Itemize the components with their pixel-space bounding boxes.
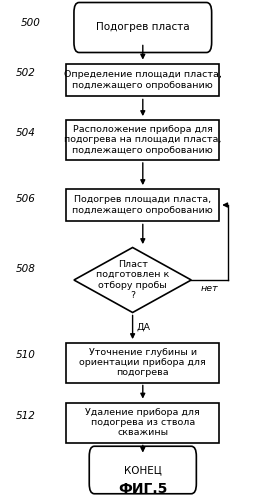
Bar: [66, 188, 218, 221]
Bar: [66, 120, 218, 160]
Text: 500: 500: [21, 18, 40, 28]
Text: Пласт
подготовлен к
отбору пробы
?: Пласт подготовлен к отбору пробы ?: [96, 260, 169, 300]
Bar: [66, 342, 218, 382]
Text: 504: 504: [15, 128, 35, 138]
Text: Удаление прибора для
подогрева из ствола
скважины: Удаление прибора для подогрева из ствола…: [85, 408, 199, 438]
Text: 508: 508: [15, 264, 35, 274]
Polygon shape: [74, 248, 190, 312]
Bar: [66, 402, 218, 442]
Text: Определение площади пласта,
подлежащего опробованию: Определение площади пласта, подлежащего …: [64, 70, 221, 90]
Text: Подогрев площади пласта,
подлежащего опробованию: Подогрев площади пласта, подлежащего опр…: [72, 196, 212, 214]
Text: Уточнение глубины и
ориентации прибора для
подогрева: Уточнение глубины и ориентации прибора д…: [79, 348, 205, 378]
Text: Подогрев пласта: Подогрев пласта: [96, 22, 189, 32]
Text: ФИГ.5: ФИГ.5: [118, 482, 167, 496]
Bar: [66, 64, 218, 96]
Text: 506: 506: [15, 194, 35, 203]
FancyBboxPatch shape: [74, 2, 211, 52]
FancyBboxPatch shape: [89, 446, 196, 494]
Text: нет: нет: [199, 284, 217, 293]
Text: ДА: ДА: [136, 323, 150, 332]
Text: КОНЕЦ: КОНЕЦ: [123, 465, 161, 475]
Text: 510: 510: [15, 350, 35, 360]
Text: 512: 512: [15, 411, 35, 421]
Text: Расположение прибора для
подогрева на площади пласта,
подлежащего опробованию: Расположение прибора для подогрева на пл…: [64, 125, 221, 155]
Text: 502: 502: [15, 68, 35, 78]
